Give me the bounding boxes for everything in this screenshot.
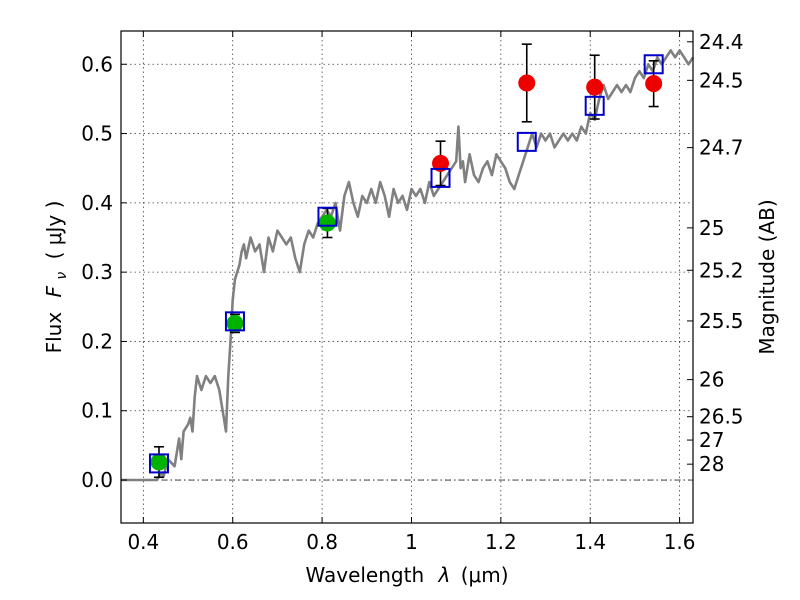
y-tick-label: 0.0 [81,468,113,492]
y-tick-label: 0.3 [81,260,113,284]
mag-tick-label: 25 [699,216,724,240]
model-square [584,95,605,116]
y2-axis-title: Magnitude (AB) [755,199,779,354]
data-point [226,314,244,332]
x-tick-label: 0.6 [217,530,249,554]
y-axis-symbol: F [42,285,66,297]
mag-tick-label: 26 [699,368,724,392]
x-axis-unit: (μm) [461,563,509,587]
model-square [516,131,537,152]
ticks: 0.4 0.6 0.8 1 1.2 1.4 1.6 0.0 0.1 0.2 0.3 0.4 0.5 0.6… [81,30,743,554]
y-tick-label: 0.5 [81,122,113,146]
plot-frame [120,30,694,524]
x-axis-symbol: λ [438,563,451,587]
x-axis-label: Wavelength [305,563,424,587]
x-tick-label: 1 [405,530,418,554]
model-square [643,54,664,75]
y-axis-unit: ( μJy ) [42,201,66,260]
mag-tick-label: 25.5 [699,309,744,333]
x-tick-label: 1.4 [574,530,606,554]
x-tick-label: 0.4 [127,530,159,554]
measurement-points [148,43,664,479]
x-tick-label: 1.6 [664,530,696,554]
data-point [518,74,536,92]
data-point [432,154,450,172]
y-tick-label: 0.1 [81,399,113,423]
y-axis-subscript: ν [54,272,70,280]
x-axis-title: Wavelength λ (μm) [305,563,508,587]
data-point [645,75,663,93]
model-square [148,453,169,474]
x-tick-label: 1.2 [485,530,517,554]
mag-tick-label: 24.4 [699,30,744,54]
model-square [430,167,451,188]
x-tick-label: 0.8 [306,530,338,554]
model-square [224,311,245,332]
mag-tick-label: 25.2 [699,258,744,282]
data-point [586,78,604,96]
mag-tick-label: 27 [699,428,724,452]
data-point [150,453,168,471]
y-tick-label: 0.6 [81,52,113,76]
mag-tick-label: 24.7 [699,136,744,160]
mag-tick-label: 28 [699,452,724,476]
grid [121,31,693,523]
model-square [317,206,338,227]
data-point [318,214,336,232]
mag-tick-label: 26.5 [699,405,744,429]
y-axis-label: Flux [42,312,66,354]
mag-tick-label: 24.5 [699,68,744,92]
y-tick-label: 0.4 [81,191,113,215]
y-axis-title: Flux F ν ( μJy ) [42,201,71,354]
y-tick-label: 0.2 [81,329,113,353]
